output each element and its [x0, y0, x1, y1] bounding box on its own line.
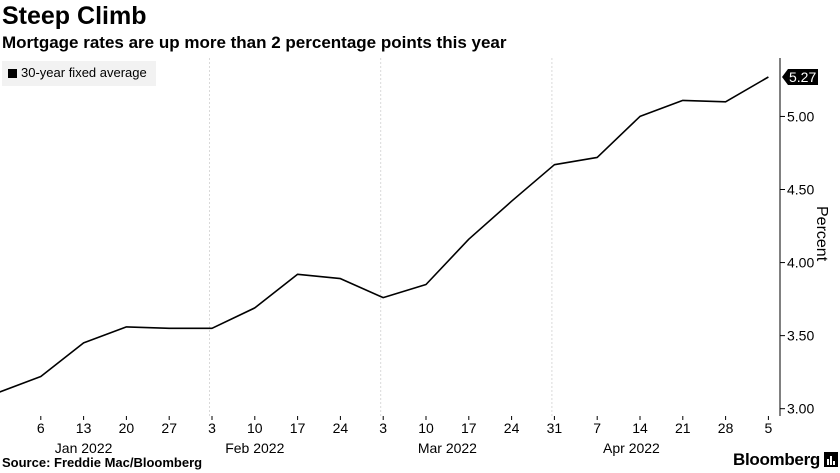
y-tick-label: 3.00 [787, 401, 814, 417]
brand-logo: Bloomberg [732, 450, 820, 469]
source-note: Source: Freddie Mac/Bloomberg [2, 455, 203, 470]
x-tick-label: 14 [632, 420, 648, 436]
y-axis: 3.00 3.50 4.00 4.50 5.00 5.27 [779, 58, 818, 417]
y-tick-label: 5.00 [787, 108, 814, 124]
x-tick-label: 17 [461, 420, 477, 436]
month-label: Mar 2022 [418, 440, 477, 456]
chart-subtitle: Mortgage rates are up more than 2 percen… [2, 33, 507, 52]
x-tick-label: 3 [379, 420, 387, 436]
y-tick-label: 4.50 [787, 182, 814, 198]
x-tick-label: 10 [247, 420, 263, 436]
x-tick-label: 7 [593, 420, 601, 436]
legend: 30-year fixed average [2, 61, 156, 86]
month-label: Apr 2022 [603, 440, 660, 456]
last-value-label: 5.27 [789, 69, 816, 85]
legend-swatch [8, 69, 17, 78]
y-axis-label: Percent [813, 206, 830, 262]
x-tick-label: 3 [208, 420, 216, 436]
x-tick-label: 31 [547, 420, 563, 436]
x-tick-label: 27 [161, 420, 177, 436]
chart-title: Steep Climb [2, 2, 147, 30]
x-tick-label: 17 [290, 420, 306, 436]
plot-area [0, 76, 769, 393]
series-line [0, 76, 769, 393]
x-tick-label: 5 [765, 420, 773, 436]
gridlines [209, 58, 553, 416]
bar-chart-icon [824, 452, 838, 467]
x-tick-label: 13 [76, 420, 92, 436]
month-label: Feb 2022 [225, 440, 284, 456]
x-tick-label: 28 [718, 420, 734, 436]
x-axis: 6 13 20 27 3 10 17 24 3 10 17 24 31 7 14 21 28 5 Jan 2022 F… [37, 416, 773, 456]
x-tick-label: 24 [504, 420, 520, 436]
last-value-badge [782, 68, 818, 85]
x-tick-label: 10 [418, 420, 434, 436]
y-tick-label: 3.50 [787, 328, 814, 344]
x-tick-label: 24 [333, 420, 349, 436]
x-tick-label: 21 [675, 420, 691, 436]
x-tick-label: 20 [119, 420, 135, 436]
legend-label: 30-year fixed average [21, 65, 147, 80]
y-tick-label: 4.00 [787, 255, 814, 271]
month-label: Jan 2022 [55, 440, 113, 456]
x-tick-label: 6 [37, 420, 45, 436]
